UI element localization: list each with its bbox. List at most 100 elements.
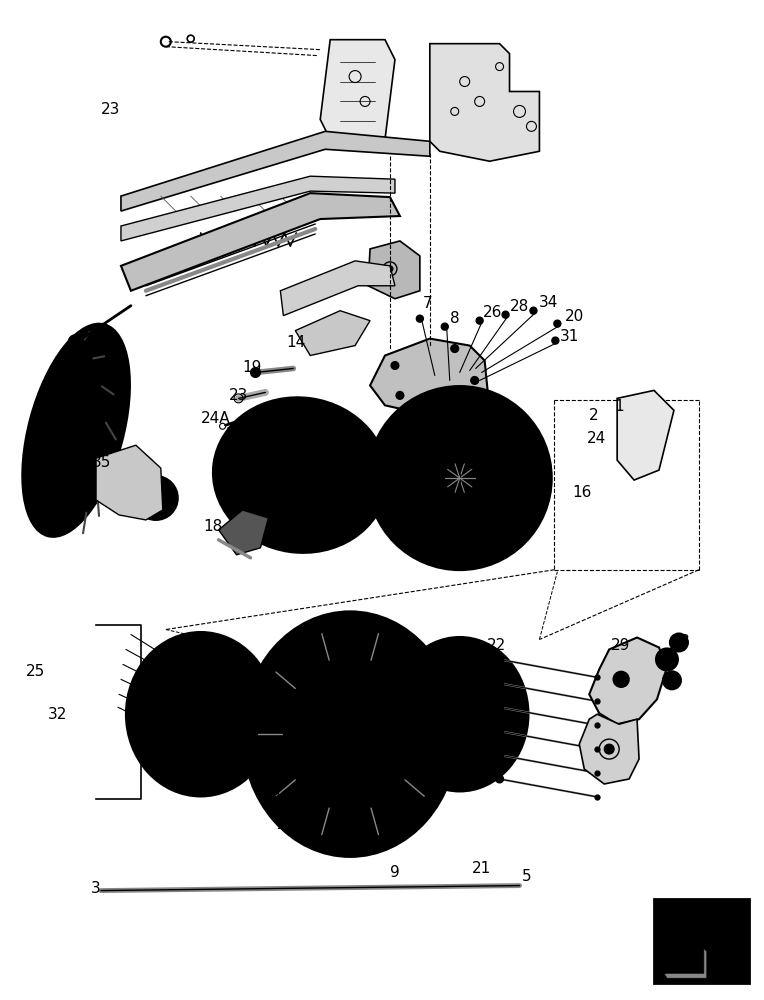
Circle shape: [196, 651, 206, 661]
Text: 7: 7: [423, 296, 432, 311]
Polygon shape: [96, 445, 163, 520]
Circle shape: [675, 639, 682, 646]
Circle shape: [552, 337, 558, 344]
Circle shape: [451, 345, 458, 353]
Text: 35: 35: [92, 455, 111, 470]
Text: 7: 7: [664, 652, 674, 667]
Circle shape: [496, 751, 503, 759]
Circle shape: [191, 704, 211, 724]
Text: 26: 26: [483, 305, 502, 320]
Circle shape: [419, 702, 426, 709]
Text: 28: 28: [510, 299, 529, 314]
Polygon shape: [121, 131, 430, 211]
Ellipse shape: [243, 612, 457, 856]
Text: 31: 31: [559, 329, 579, 344]
Circle shape: [530, 307, 537, 314]
Polygon shape: [121, 193, 400, 291]
Circle shape: [604, 744, 614, 754]
Circle shape: [496, 679, 503, 687]
Text: 20: 20: [565, 309, 584, 324]
Circle shape: [502, 311, 509, 318]
Circle shape: [342, 726, 358, 742]
Circle shape: [496, 703, 503, 711]
Circle shape: [450, 468, 470, 488]
Circle shape: [656, 648, 678, 670]
Circle shape: [196, 709, 206, 719]
Ellipse shape: [223, 408, 377, 543]
Circle shape: [670, 634, 688, 651]
Circle shape: [251, 367, 261, 377]
Text: 4: 4: [465, 650, 474, 665]
Text: 16: 16: [572, 485, 592, 500]
Text: 29: 29: [610, 638, 630, 653]
Circle shape: [121, 472, 137, 488]
Circle shape: [487, 686, 495, 694]
Text: 23: 23: [229, 388, 248, 403]
Text: 25: 25: [26, 664, 45, 679]
Circle shape: [225, 750, 235, 760]
Text: 6: 6: [306, 473, 315, 488]
Circle shape: [238, 709, 248, 719]
Text: 13: 13: [462, 512, 481, 527]
Text: 3: 3: [91, 881, 101, 896]
Text: 8: 8: [450, 311, 460, 326]
Bar: [654, 899, 749, 983]
Circle shape: [179, 692, 222, 736]
Circle shape: [516, 520, 532, 536]
Circle shape: [471, 376, 479, 384]
Circle shape: [293, 467, 308, 483]
Text: 32: 32: [47, 707, 67, 722]
Circle shape: [150, 492, 162, 504]
Text: 33: 33: [273, 526, 292, 541]
Ellipse shape: [277, 648, 424, 820]
Text: 18: 18: [203, 519, 222, 534]
Circle shape: [196, 767, 206, 777]
Circle shape: [663, 671, 681, 689]
Circle shape: [68, 335, 84, 351]
Circle shape: [440, 694, 480, 734]
Text: 22: 22: [487, 638, 507, 653]
Circle shape: [663, 655, 671, 663]
Circle shape: [496, 655, 503, 663]
Polygon shape: [664, 916, 739, 973]
Ellipse shape: [213, 398, 387, 553]
Circle shape: [477, 747, 484, 755]
Circle shape: [668, 677, 675, 684]
Text: 15: 15: [139, 730, 158, 745]
Circle shape: [451, 396, 458, 404]
Text: 12: 12: [495, 518, 514, 533]
Text: 19: 19: [243, 360, 262, 375]
Circle shape: [99, 450, 159, 510]
Text: 10: 10: [276, 817, 295, 832]
Text: 8: 8: [680, 634, 690, 649]
Polygon shape: [280, 261, 395, 316]
Ellipse shape: [126, 632, 275, 796]
Text: 21: 21: [472, 861, 491, 876]
Text: 2: 2: [588, 408, 598, 423]
Ellipse shape: [391, 637, 529, 791]
Circle shape: [396, 391, 404, 399]
Text: 30: 30: [270, 791, 290, 806]
Circle shape: [503, 474, 543, 514]
Circle shape: [387, 266, 393, 272]
Text: 14: 14: [286, 335, 306, 350]
Polygon shape: [579, 714, 639, 784]
Text: 17: 17: [92, 438, 111, 453]
Polygon shape: [617, 390, 674, 480]
Polygon shape: [320, 40, 395, 139]
Circle shape: [391, 362, 399, 369]
Polygon shape: [430, 44, 539, 161]
Circle shape: [424, 734, 432, 742]
Circle shape: [70, 424, 82, 436]
Text: 23: 23: [102, 102, 121, 117]
Text: 7: 7: [669, 672, 678, 687]
Circle shape: [368, 386, 552, 570]
Text: 34: 34: [539, 295, 558, 310]
Circle shape: [435, 674, 443, 682]
Circle shape: [166, 668, 176, 678]
Ellipse shape: [257, 626, 444, 843]
Circle shape: [512, 482, 536, 506]
Text: 9: 9: [390, 865, 400, 880]
Circle shape: [448, 753, 456, 761]
Circle shape: [64, 418, 88, 442]
